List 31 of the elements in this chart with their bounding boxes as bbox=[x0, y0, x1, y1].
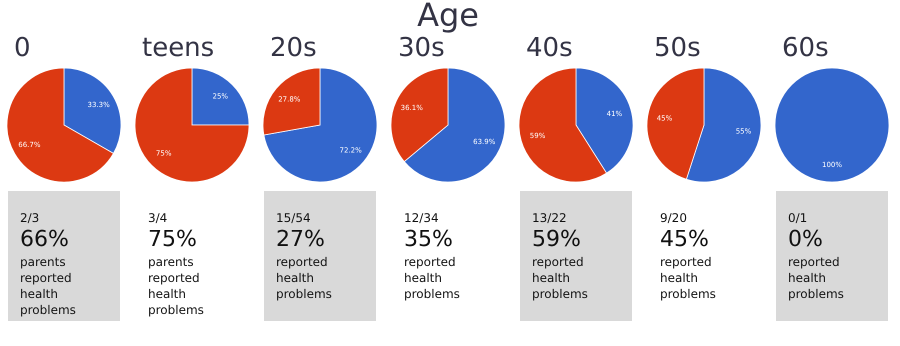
text: 12/34 bbox=[404, 211, 439, 225]
text: 27% bbox=[276, 227, 325, 252]
text: Age bbox=[417, 0, 479, 34]
text: 2/3 bbox=[20, 211, 40, 225]
text: reported health problems bbox=[404, 255, 460, 301]
text: reported health problems bbox=[276, 255, 332, 301]
pie-slice bbox=[134, 68, 250, 182]
chart-title: 30s bbox=[398, 33, 445, 63]
chart-title: 60s bbox=[782, 33, 829, 63]
chart-title: 50s bbox=[654, 33, 701, 63]
text: 0/1 bbox=[788, 211, 808, 225]
text: reported health problems bbox=[532, 255, 588, 301]
chart-title: 0 bbox=[14, 33, 31, 63]
chart-title: 20s bbox=[270, 33, 317, 63]
text: 75% bbox=[148, 227, 197, 252]
text: 0% bbox=[788, 227, 823, 252]
text: parents reported health problems bbox=[20, 255, 76, 317]
text: 59% bbox=[532, 227, 581, 252]
chart-title: teens bbox=[142, 33, 214, 63]
text: 9/20 bbox=[660, 211, 687, 225]
text: 15/54 bbox=[276, 211, 311, 225]
text: reported health problems bbox=[660, 255, 716, 301]
text: 35% bbox=[404, 227, 453, 252]
text: 3/4 bbox=[148, 211, 168, 225]
text: 66% bbox=[20, 227, 69, 252]
pie-slice bbox=[263, 68, 378, 182]
text: 45% bbox=[660, 227, 709, 252]
text: parents reported health problems bbox=[148, 255, 204, 317]
chart-title: 40s bbox=[526, 33, 573, 63]
text: 13/22 bbox=[532, 211, 567, 225]
text: reported health problems bbox=[788, 255, 844, 301]
